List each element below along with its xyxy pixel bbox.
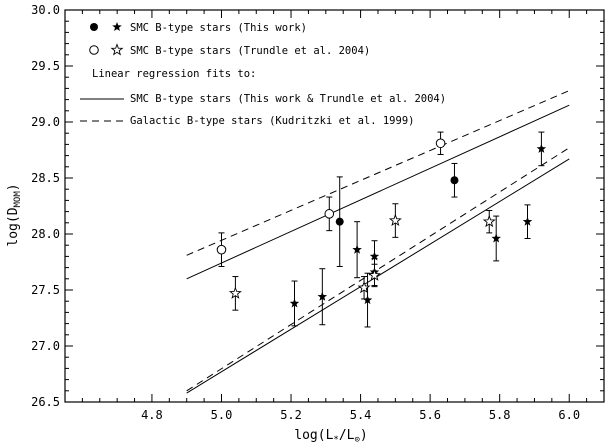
smc-fit-line xyxy=(186,104,570,280)
legend-regression-heading: Linear regression fits to: xyxy=(92,68,256,80)
open-star-point xyxy=(357,280,371,294)
filled-circle-point xyxy=(335,217,344,226)
y-tick-label: 26.5 xyxy=(31,395,60,409)
legend-filled-star-marker xyxy=(112,22,122,32)
legend-smc-fit: SMC B-type stars (This work & Trundle et… xyxy=(130,93,446,105)
legend-this-work: SMC B-type stars (This work) xyxy=(130,22,307,34)
filled-star-point xyxy=(491,233,501,243)
filled-star-point xyxy=(536,143,547,153)
filled-circle-point xyxy=(450,176,459,185)
smc-fit-line xyxy=(186,158,570,394)
y-tick-label: 28.5 xyxy=(31,171,60,185)
y-tick-label: 27.0 xyxy=(31,339,60,353)
open-star-point xyxy=(388,213,402,227)
legend-filled-circle-marker xyxy=(90,23,98,31)
y-tick-label: 29.5 xyxy=(31,59,60,73)
data-points xyxy=(216,131,547,328)
open-circle-point xyxy=(324,209,335,219)
open-star-point xyxy=(482,214,496,228)
legend-galactic-fit: Galactic B-type stars (Kudritzki et al. … xyxy=(130,115,414,127)
filled-star-point xyxy=(362,295,373,305)
x-tick-label: 6.0 xyxy=(558,408,580,422)
galactic-fit-line xyxy=(186,90,570,256)
legend: SMC B-type stars (This work) SMC B-type … xyxy=(80,22,446,127)
legend-open-star-marker xyxy=(110,43,124,56)
plot-frame xyxy=(64,9,605,403)
filled-star-point xyxy=(317,291,328,301)
filled-star-point xyxy=(522,216,533,226)
x-axis-title: log(L*/L⊙) xyxy=(294,428,367,445)
open-circle-point xyxy=(216,244,227,255)
y-tick-label: 27.5 xyxy=(31,283,60,297)
filled-star-point xyxy=(289,298,300,308)
y-axis-title: log(DMOM) xyxy=(6,183,23,246)
y-tick-label: 29.0 xyxy=(31,115,60,129)
y-tick-label: 30.0 xyxy=(31,3,60,17)
open-circle-point xyxy=(435,138,446,149)
x-tick-label: 4.8 xyxy=(141,408,163,422)
filled-star-point xyxy=(369,251,380,261)
x-tick-label: 5.4 xyxy=(350,408,372,422)
regression-lines xyxy=(186,90,570,394)
y-tick-label: 28.0 xyxy=(31,227,60,241)
x-tick-label: 5.6 xyxy=(419,408,441,422)
open-star-point xyxy=(368,268,381,281)
x-tick-label: 5.8 xyxy=(489,408,511,422)
legend-trundle: SMC B-type stars (Trundle et al. 2004) xyxy=(130,45,370,57)
open-star-point xyxy=(228,286,242,299)
legend-open-circle-marker xyxy=(89,45,99,55)
galactic-fit-line xyxy=(186,147,570,392)
axis-ticks: 4.8 5.0 5.2 5.4 5.6 5.8 6.0 26.5 27.0 27.5 28.0 28.… xyxy=(31,3,605,422)
x-tick-label: 5.0 xyxy=(211,408,233,422)
filled-star-point xyxy=(352,244,362,254)
x-tick-label: 5.2 xyxy=(280,408,302,422)
